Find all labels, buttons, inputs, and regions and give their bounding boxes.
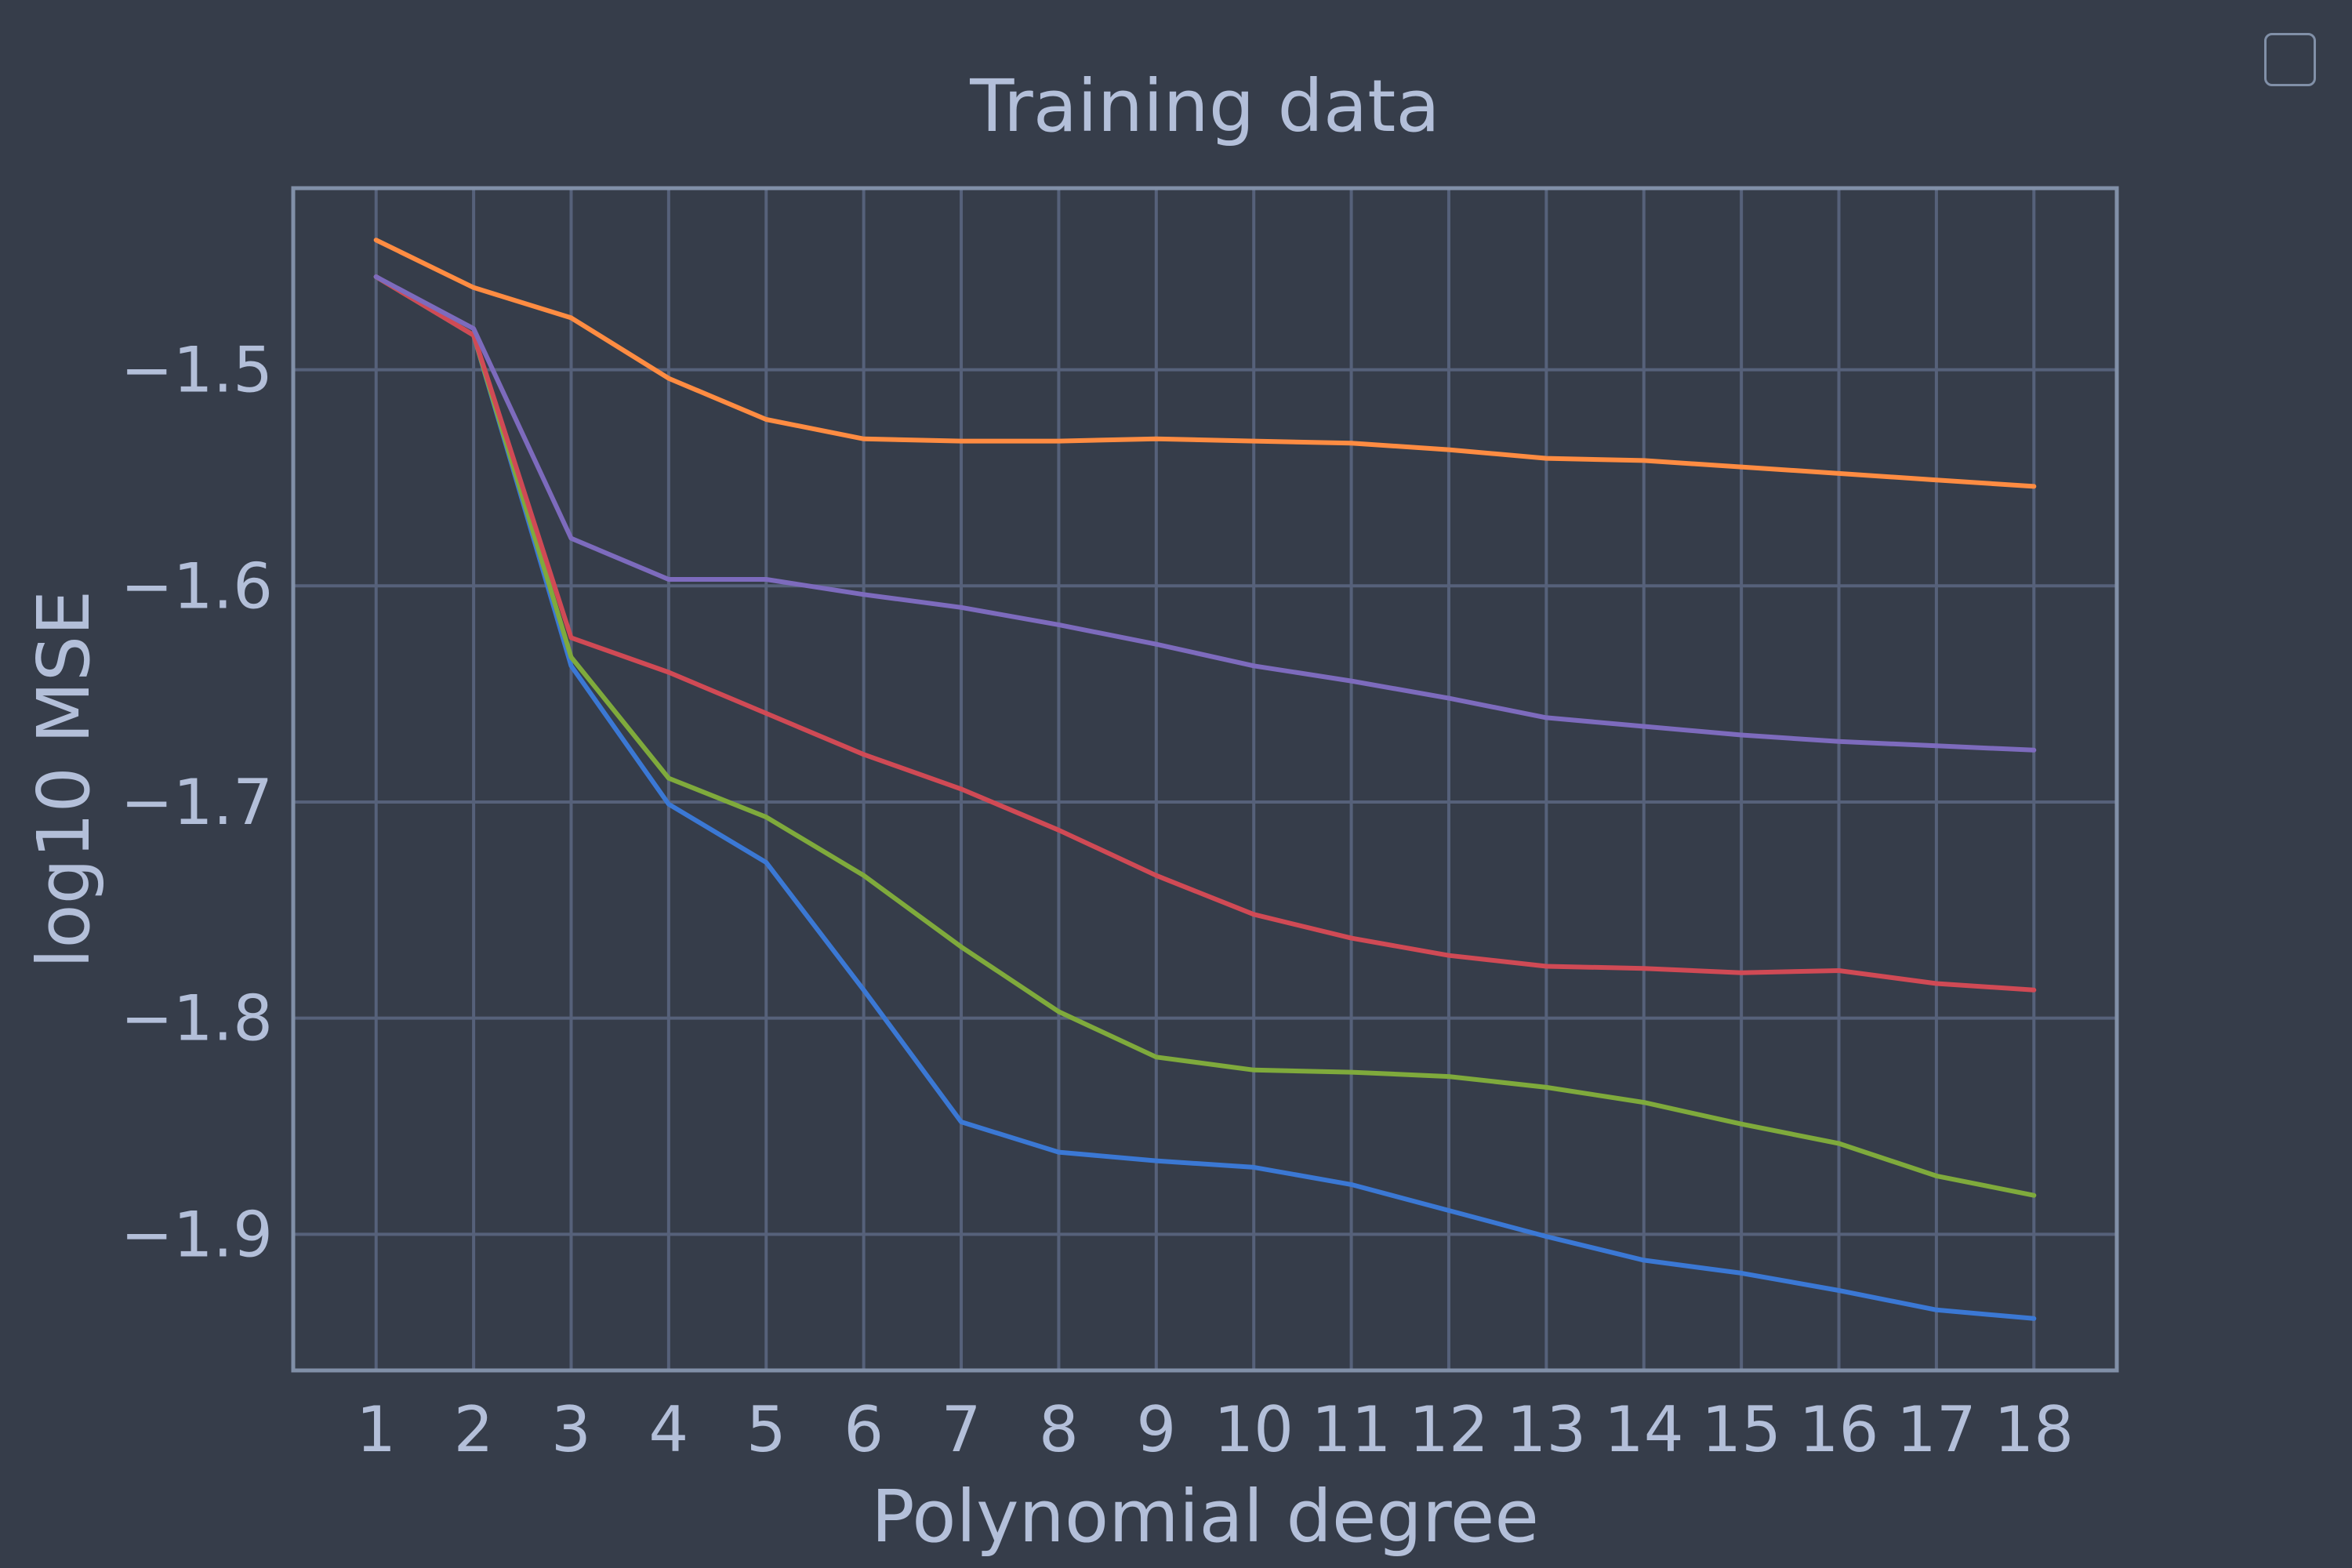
x-tick-label: 16 bbox=[1799, 1393, 1879, 1466]
y-tick-label: −1.7 bbox=[121, 766, 273, 839]
x-tick-label: 13 bbox=[1506, 1393, 1586, 1466]
x-tick-label: 18 bbox=[1994, 1393, 2074, 1466]
y-tick-label: −1.5 bbox=[121, 334, 273, 407]
series-line-2 bbox=[373, 274, 2037, 753]
y-tick-labels: −1.5 −1.6 −1.7 −1.8 −1.9 bbox=[121, 334, 273, 1272]
grid-lines bbox=[293, 188, 2117, 1370]
series-line-3 bbox=[373, 274, 2037, 993]
x-tick-label: 14 bbox=[1604, 1393, 1684, 1466]
x-tick-label: 15 bbox=[1701, 1393, 1781, 1466]
plot-frame bbox=[291, 186, 2119, 1373]
legend-box bbox=[2264, 33, 2316, 86]
x-tick-label: 8 bbox=[1039, 1393, 1079, 1466]
y-axis-label: log10 MSE bbox=[22, 590, 106, 968]
x-tick-label: 9 bbox=[1136, 1393, 1176, 1466]
x-tick-label: 7 bbox=[942, 1393, 982, 1466]
y-tick-label: −1.9 bbox=[121, 1198, 273, 1271]
x-tick-label: 6 bbox=[844, 1393, 884, 1466]
x-tick-label: 5 bbox=[746, 1393, 786, 1466]
x-tick-label: 3 bbox=[551, 1393, 591, 1466]
x-tick-label: 11 bbox=[1312, 1393, 1392, 1466]
x-tick-labels: 1 2 3 4 5 6 7 8 9 10 11 12 13 14 15 16 17 18 bbox=[356, 1393, 2074, 1466]
x-tick-label: 10 bbox=[1214, 1393, 1294, 1466]
y-tick-label: −1.6 bbox=[121, 550, 273, 622]
series-line-4 bbox=[373, 274, 2037, 1198]
x-tick-label: 2 bbox=[454, 1393, 494, 1466]
y-tick-label: −1.8 bbox=[121, 982, 273, 1055]
chart-title: Training data bbox=[969, 64, 1439, 148]
series-line-5 bbox=[373, 274, 2037, 1321]
x-tick-label: 17 bbox=[1896, 1393, 1976, 1466]
x-tick-label: 1 bbox=[356, 1393, 396, 1466]
x-tick-label: 12 bbox=[1409, 1393, 1489, 1466]
x-axis-label: Polynomial degree bbox=[871, 1475, 1539, 1559]
series-lines bbox=[373, 238, 2037, 1321]
series-line-1 bbox=[373, 238, 2037, 489]
x-tick-label: 4 bbox=[648, 1393, 688, 1466]
